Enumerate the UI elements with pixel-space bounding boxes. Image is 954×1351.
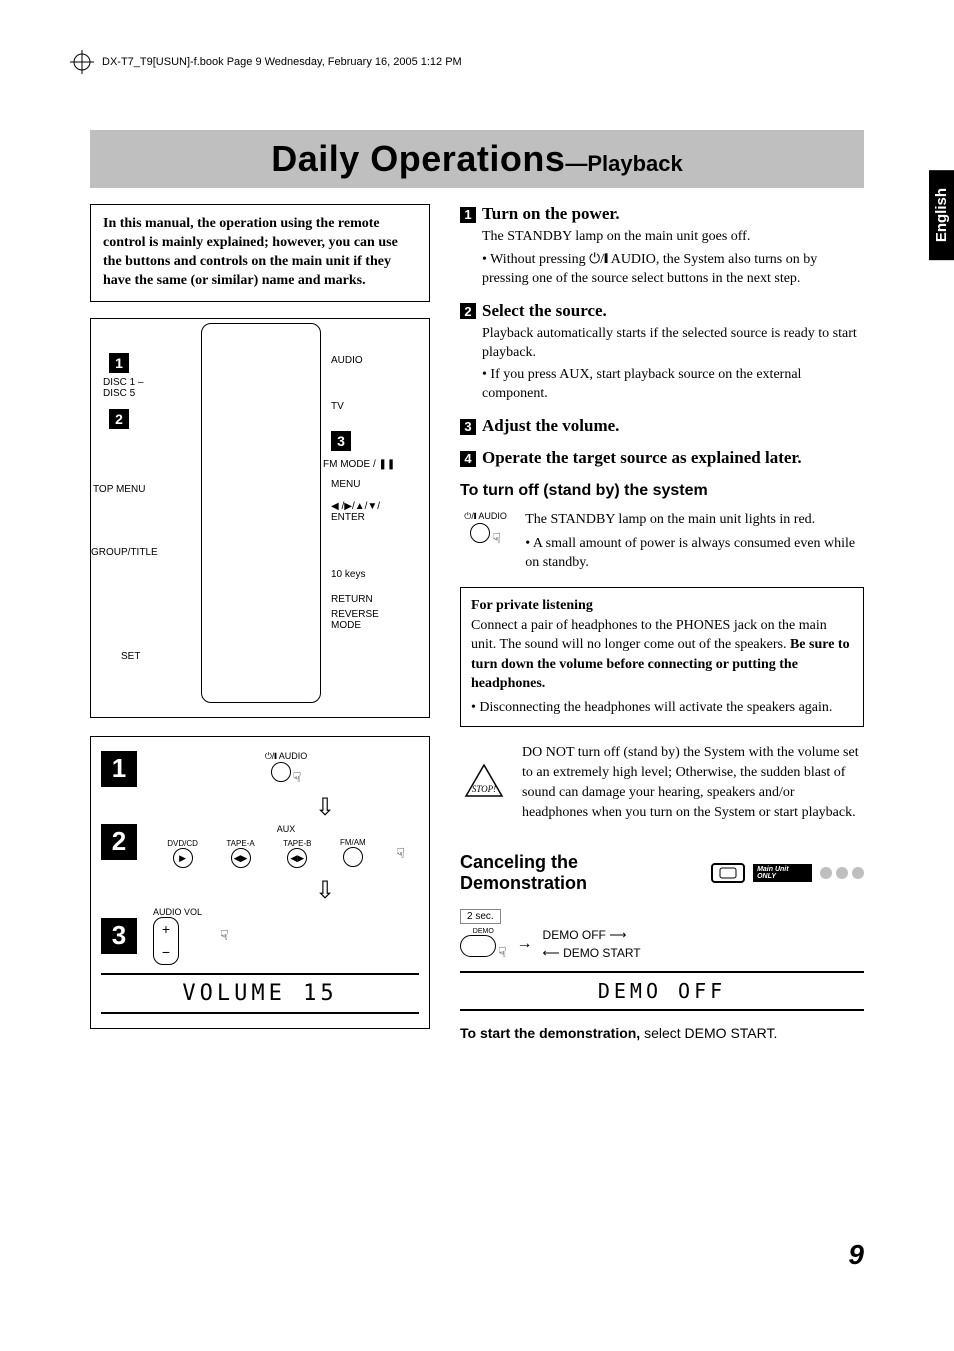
fmam-icon <box>343 847 363 867</box>
hand-icon: ☟ <box>492 530 501 546</box>
standby-icon-label: ⏻/❙ AUDIO <box>460 510 511 523</box>
step-body: Playback automatically starts if the sel… <box>482 325 864 363</box>
private-listening-box: For private listening Connect a pair of … <box>460 587 864 727</box>
header-filepath: DX-T7_T9[USUN]-f.book Page 9 Wednesday, … <box>102 56 462 68</box>
step-title: Turn on the power. <box>482 204 620 224</box>
power-button-icon <box>271 762 291 782</box>
label-reverse: REVERSE MODE <box>331 609 379 631</box>
step-badge: 3 <box>460 419 476 435</box>
tapea-icon: ◀▶ <box>231 848 251 868</box>
step-num-1: 1 <box>101 751 137 787</box>
hand-icon: ☟ <box>220 927 229 944</box>
lcd-volume: VOLUME 15 <box>101 973 419 1014</box>
diagram-badge-1: 1 <box>109 353 129 373</box>
tapeb-icon: ◀▶ <box>287 848 307 868</box>
label-return: RETURN <box>331 594 373 605</box>
step-title: Select the source. <box>482 301 607 321</box>
loop-arrow-icon: ⟶ <box>609 928 626 942</box>
demo-off-label: DEMO OFF <box>543 928 606 942</box>
step-badge: 4 <box>460 451 476 467</box>
crop-mark-icon <box>70 50 94 74</box>
play-icon: ▶ <box>173 848 193 868</box>
label-set: SET <box>121 651 140 662</box>
label-disc: DISC 1 – DISC 5 <box>103 377 144 399</box>
step-badge: 1 <box>460 207 476 223</box>
demo-start-label: DEMO START <box>563 946 641 960</box>
vol-label: AUDIO VOL <box>153 907 202 917</box>
demo-button-icon <box>460 935 496 957</box>
step-body: The STANDBY lamp on the main unit goes o… <box>482 228 864 247</box>
step-num-3: 3 <box>101 918 137 954</box>
arrow-down-icon: ⇩ <box>231 876 419 905</box>
label-tv: TV <box>331 401 344 412</box>
standby-bullet: • A small amount of power is always cons… <box>525 534 864 573</box>
src-tapea: TAPE-A <box>226 839 254 848</box>
steps-diagram: 1 ⏻/❙ AUDIO ☟ ⇩ 2 AUX DVD/CD▶ TAPE-A◀▶ T <box>90 736 430 1029</box>
hand-icon: ☟ <box>396 845 405 862</box>
demo-btn-label: DEMO <box>460 928 507 935</box>
diagram-badge-2: 2 <box>109 409 129 429</box>
language-tab: English <box>929 170 954 260</box>
label-topmenu: TOP MENU <box>93 484 145 495</box>
power-button-icon <box>470 523 490 543</box>
cancel-heading: Canceling the Demonstration <box>460 852 703 894</box>
title-sub: Playback <box>587 151 682 176</box>
aux-label: AUX <box>153 824 419 834</box>
duration-label: 2 sec. <box>460 909 501 924</box>
audio-label: ⏻/❙ AUDIO <box>153 751 419 762</box>
volume-rocker-icon: +− <box>153 917 179 965</box>
svg-text:STOP!: STOP! <box>472 784 496 794</box>
intro-note: In this manual, the operation using the … <box>90 204 430 302</box>
hand-icon: ☟ <box>293 769 302 785</box>
step-badge: 2 <box>460 303 476 319</box>
label-audio: AUDIO <box>331 355 363 366</box>
lcd-demo: DEMO OFF <box>460 971 864 1011</box>
step-bullet: • If you press AUX, start playback sourc… <box>482 366 864 404</box>
standby-body: The STANDBY lamp on the main unit lights… <box>525 510 864 530</box>
src-fmam: FM/AM <box>340 838 366 847</box>
stop-warning-icon: STOP! <box>460 743 508 824</box>
loop-arrow-icon: ⟵ <box>543 946 560 960</box>
step-title: Operate the target source as explained l… <box>482 448 802 468</box>
step-num-2: 2 <box>101 824 137 860</box>
color-dots-icon <box>820 867 864 879</box>
diagram-badge-3: 3 <box>331 431 351 451</box>
title-main: Daily Operations <box>271 138 565 179</box>
step-bullet: • Without pressing ⏻/❙ AUDIO, the System… <box>482 251 864 289</box>
remote-hint-icon <box>711 863 745 883</box>
remote-diagram: 1 DISC 1 – DISC 5 2 TOP MENU GROUP/TITLE… <box>90 318 430 718</box>
label-menu: MENU <box>331 479 360 490</box>
page-number: 9 <box>848 1239 864 1271</box>
standby-heading: To turn off (stand by) the system <box>460 482 864 500</box>
src-tapeb: TAPE-B <box>283 839 311 848</box>
warning-text: DO NOT turn off (stand by) the System wi… <box>522 743 864 824</box>
label-fmmode: FM MODE / ❚❚ <box>323 459 395 470</box>
main-unit-only-badge: Main Unit ONLY <box>753 864 812 882</box>
label-tenkeys: 10 keys <box>331 569 365 580</box>
hand-icon: ☟ <box>498 944 507 960</box>
title-bar: Daily Operations—Playback <box>90 130 864 188</box>
src-dvd: DVD/CD <box>167 839 198 848</box>
step-title: Adjust the volume. <box>482 416 619 436</box>
title-dash: — <box>565 151 587 176</box>
label-group: GROUP/TITLE <box>91 547 158 558</box>
label-enter: ◀ /▶/▲/▼/ ENTER <box>331 501 380 523</box>
demo-note: To start the demonstration, select DEMO … <box>460 1025 864 1041</box>
arrow-down-icon: ⇩ <box>231 793 419 822</box>
right-arrow-icon: → <box>517 935 533 953</box>
